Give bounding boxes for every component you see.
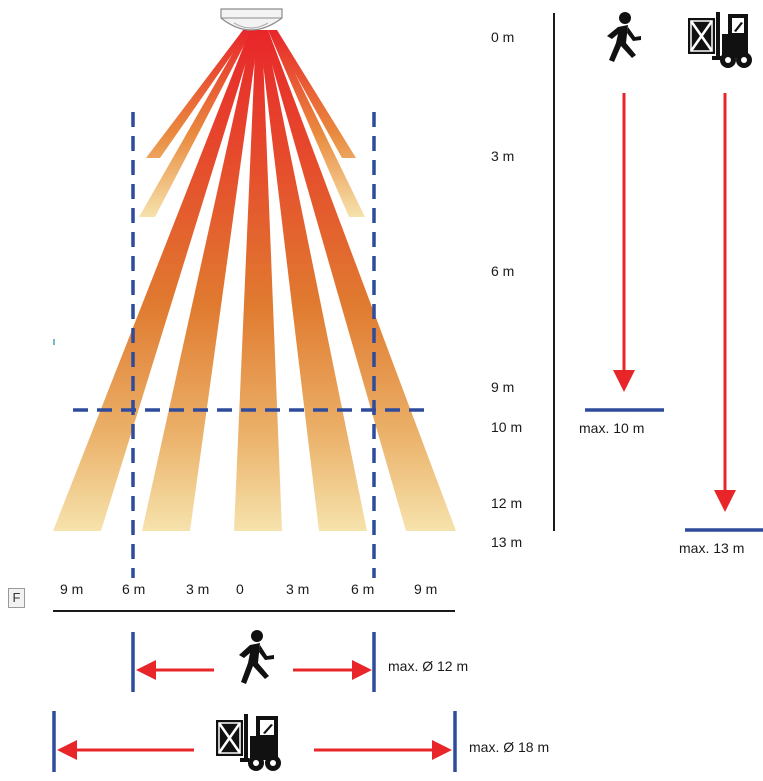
beam-short-right-outer <box>271 30 356 158</box>
width-label-0: 0 <box>236 581 244 597</box>
width-labels: 9 m 6 m 3 m 0 3 m 6 m 9 m <box>60 581 437 597</box>
person-range-arrow <box>613 93 635 392</box>
detection-zone-lines <box>73 112 432 578</box>
beam-long-5 <box>262 30 456 531</box>
depth-labels: 0 m 3 m 6 m 9 m 10 m 12 m 13 m <box>491 29 522 550</box>
depth-label-10: 10 m <box>491 419 522 435</box>
depth-label-9: 9 m <box>491 379 514 395</box>
width-label-3-right: 3 m <box>286 581 309 597</box>
person-diameter-label: max. Ø 12 m <box>388 658 468 674</box>
width-label-3-left: 3 m <box>186 581 209 597</box>
person-range-label: max. 10 m <box>579 420 644 436</box>
person-diameter-arrow-left <box>136 660 214 680</box>
figure-label: F <box>8 588 25 608</box>
depth-label-13: 13 m <box>491 534 522 550</box>
beam-long-2 <box>142 30 259 531</box>
width-label-6-left: 6 m <box>122 581 145 597</box>
forklift-diameter-arrow-left <box>57 740 194 760</box>
walking-person-icon <box>607 12 641 62</box>
depth-label-12: 12 m <box>491 495 522 511</box>
person-diameter-arrow-right <box>293 660 372 680</box>
beam-long-3 <box>234 30 282 531</box>
forklift-icon <box>216 714 281 771</box>
beam-long-4 <box>259 30 367 531</box>
forklift-range-label: max. 13 m <box>679 540 744 556</box>
detection-beams <box>53 30 456 531</box>
forklift-diameter-label: max. Ø 18 m <box>469 739 549 755</box>
walking-person-icon <box>239 630 274 684</box>
width-label-6-right: 6 m <box>351 581 374 597</box>
beam-short-right-inner <box>268 30 365 217</box>
beam-long-1 <box>53 30 256 531</box>
depth-label-0: 0 m <box>491 29 514 45</box>
beam-short-left-outer <box>146 30 249 158</box>
forklift-range-arrow <box>714 93 736 512</box>
depth-label-6: 6 m <box>491 263 514 279</box>
width-label-9-left: 9 m <box>60 581 83 597</box>
forklift-icon <box>688 12 752 68</box>
beam-short-left-inner <box>139 30 252 217</box>
depth-label-3: 3 m <box>491 148 514 164</box>
forklift-diameter-arrow-right <box>314 740 452 760</box>
detector-icon <box>220 8 283 31</box>
width-label-9-right: 9 m <box>414 581 437 597</box>
